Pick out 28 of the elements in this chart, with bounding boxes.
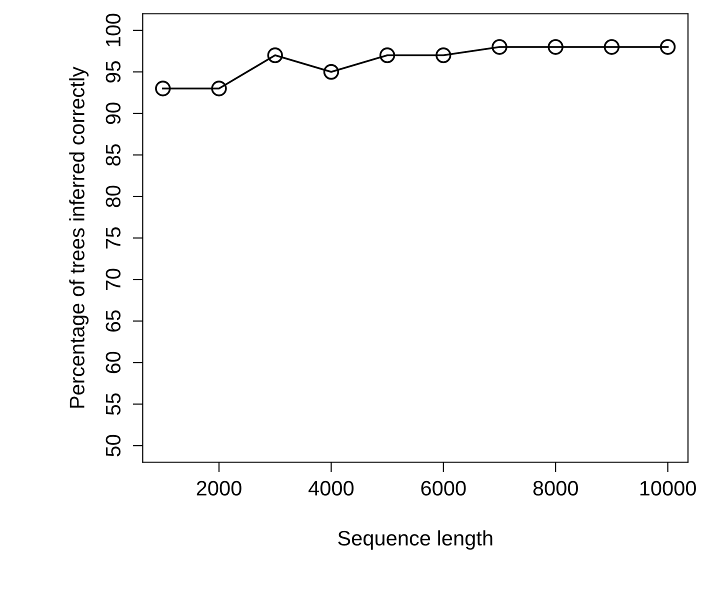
point [604, 39, 620, 55]
x-tick-label: 8000 [533, 480, 578, 496]
point [548, 39, 564, 55]
x-tick-label: 4000 [308, 480, 354, 496]
x-tick-label: 10000 [640, 480, 696, 496]
y-tick-label: 85 [106, 144, 121, 166]
point [155, 80, 171, 96]
x-tick-label: 6000 [421, 480, 466, 496]
point [211, 80, 227, 96]
y-tick-label: 55 [106, 393, 121, 415]
point [492, 39, 508, 55]
point [323, 64, 340, 80]
y-tick-label: 60 [106, 352, 121, 374]
point [660, 39, 676, 55]
y-tick-label: 95 [106, 61, 121, 82]
y-tick-label: 50 [106, 434, 121, 456]
point [379, 47, 396, 64]
y-tick-label: 65 [106, 310, 121, 332]
y-tick-label: 100 [106, 14, 121, 46]
x-tick-label: 2000 [196, 480, 242, 496]
point [267, 47, 283, 64]
x-axis-title: Sequence length [338, 530, 492, 550]
y-tick-label: 90 [106, 102, 121, 124]
y-tick-label: 75 [106, 227, 121, 249]
point [436, 47, 452, 64]
y-tick-label: 70 [106, 268, 121, 290]
y-tick-label: 80 [106, 186, 121, 208]
y-axis-title: Percentage of trees inferred correctly [69, 66, 89, 408]
